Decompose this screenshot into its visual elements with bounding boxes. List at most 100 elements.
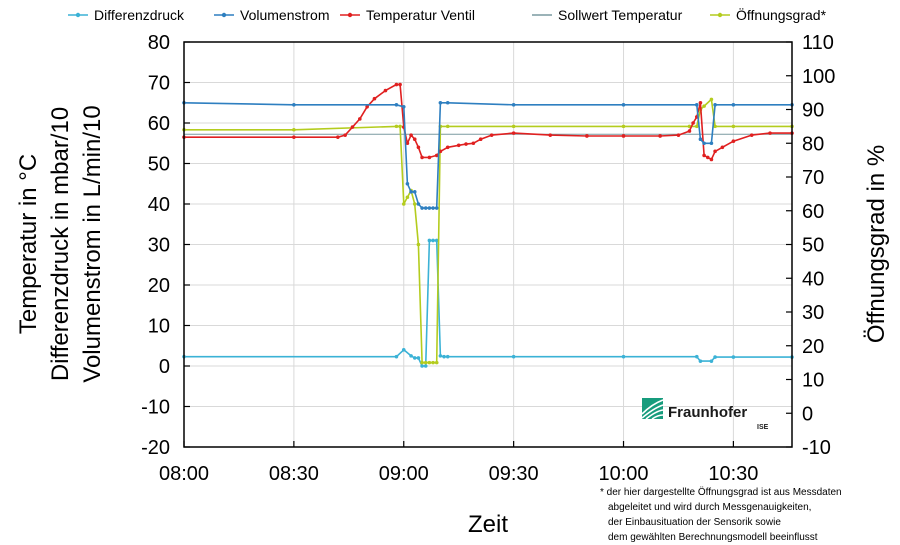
series-2-point-36 <box>702 153 706 158</box>
legend-marker-1 <box>221 12 227 18</box>
x-tick-label-2: 09:00 <box>379 463 429 485</box>
series-1 <box>182 100 794 210</box>
y-tick-right-label-7: 60 <box>802 201 824 223</box>
series-0-point-5 <box>416 356 421 360</box>
series-1-point-22 <box>731 102 736 107</box>
series-2-point-27 <box>548 133 553 137</box>
series-2-point-35 <box>698 100 703 105</box>
series-0-point-3 <box>409 354 413 358</box>
fraunhofer-logo-icon <box>641 398 664 420</box>
series-2-point-28 <box>585 134 589 138</box>
y-tick-right-label-0: -10 <box>802 437 831 459</box>
series-0-point-16 <box>694 354 699 359</box>
series-1-point-12 <box>434 206 439 210</box>
y-tick-left-label-8: 60 <box>148 113 170 135</box>
x-tick-label-0: 08:00 <box>159 463 209 485</box>
y-tick-right-label-9: 80 <box>802 133 824 155</box>
footnote-line-1: * der hier dargestellte Öffnungsgrad ist… <box>600 486 842 498</box>
series-0-point-11 <box>438 354 443 358</box>
legend-label-0: Differenzdruck <box>94 7 185 23</box>
series-2-point-25 <box>489 133 494 137</box>
x-tick-label-3: 09:30 <box>489 463 539 485</box>
series-1-point-7 <box>416 202 421 206</box>
series-1-point-3 <box>401 105 406 109</box>
series-4-point-13 <box>434 360 439 365</box>
series-2 <box>182 82 794 162</box>
series-2-point-20 <box>445 145 450 150</box>
y-axis-title-left-1: Temperatur in °C <box>15 154 42 334</box>
series-2-point-5 <box>358 117 362 121</box>
series-2-point-15 <box>416 145 421 150</box>
series-0-point-14 <box>511 354 516 359</box>
series-2-point-26 <box>511 131 516 135</box>
legend: Differenzdruck Volumenstrom Temperatur Ven… <box>68 6 827 23</box>
y-tick-left-label-6: 40 <box>148 194 170 216</box>
y-ticks-left: -20 -10 0 10 20 30 40 50 60 70 80 <box>141 32 190 459</box>
y-tick-left-label-2: 0 <box>159 356 170 378</box>
series-2-point-4 <box>350 125 355 129</box>
x-tick-label-4: 10:00 <box>598 463 648 485</box>
series-1-point-16 <box>621 102 626 107</box>
series-0-point-4 <box>412 356 417 360</box>
footnote: * der hier dargestellte Öffnungsgrad ist… <box>600 486 842 543</box>
series-0-point-8 <box>427 238 432 243</box>
series-2-point-12 <box>405 141 410 146</box>
y-tick-right-label-2: 10 <box>802 370 824 392</box>
series-4-point-15 <box>445 124 450 129</box>
series-2-point-24 <box>478 137 483 141</box>
series-2-point-31 <box>676 133 681 137</box>
legend-marker-2 <box>347 12 353 18</box>
series-4-point-1 <box>292 127 296 132</box>
series-1-point-20 <box>709 141 714 146</box>
series-2-point-37 <box>705 155 710 160</box>
series-2-point-29 <box>621 134 626 138</box>
series-4-point-21 <box>702 104 706 108</box>
series-4-point-3 <box>398 124 402 129</box>
series-1-point-19 <box>702 141 706 146</box>
series-2-point-40 <box>720 145 725 150</box>
series-4-point-8 <box>416 242 421 247</box>
legend-marker-0 <box>75 12 81 18</box>
legend-marker-4 <box>717 12 723 18</box>
series-2-point-41 <box>731 139 736 144</box>
legend-label-1: Volumenstrom <box>240 7 329 23</box>
series-2-point-42 <box>749 133 754 137</box>
series-0-point-12 <box>442 354 446 359</box>
y-tick-left-label-10: 80 <box>148 32 170 54</box>
series-0-point-6 <box>420 364 424 368</box>
series-4-point-23 <box>713 124 717 129</box>
series-2-point-1 <box>292 135 296 139</box>
series-2-point-33 <box>691 121 695 125</box>
y-tick-left-label-5: 30 <box>148 235 170 257</box>
y-tick-right-label-8: 70 <box>802 167 824 189</box>
fraunhofer-logo-sub: ISE <box>757 424 769 431</box>
series-2-point-10 <box>398 82 402 87</box>
series-2-point-30 <box>658 134 662 138</box>
footnote-line-3: der Einbausituation der Sensorik sowie <box>608 517 781 528</box>
series-4-point-5 <box>405 195 410 200</box>
y-ticks-right: -10 0 10 20 30 40 50 60 70 80 90 100 110 <box>786 32 835 459</box>
y-tick-right-label-12: 110 <box>802 32 834 54</box>
series-2-point-16 <box>420 155 424 160</box>
y-tick-left-label-4: 20 <box>148 275 170 297</box>
series-4-point-10 <box>423 360 428 365</box>
series-1-point-10 <box>427 206 432 210</box>
fraunhofer-logo-text: Fraunhofer <box>668 404 747 421</box>
y-axis-title-right: Öffnungsgrad in % <box>863 145 890 343</box>
x-axis-title: Zeit <box>468 511 508 538</box>
legend-label-4: Öffnungsgrad* <box>736 6 827 23</box>
y-axis-title-left-2: Differenzdruck in mbar/10 <box>47 107 74 381</box>
series-0-point-1 <box>394 354 399 359</box>
series-2-point-32 <box>687 129 692 133</box>
series-1-point-18 <box>698 137 703 141</box>
series-2-point-8 <box>383 88 388 93</box>
series-0-point-17 <box>698 359 703 363</box>
series-line-0 <box>184 239 792 367</box>
series-1-point-6 <box>412 190 417 194</box>
y-tick-right-label-10: 90 <box>802 100 824 122</box>
series-4-point-22 <box>709 97 714 102</box>
series-4-point-19 <box>694 124 699 129</box>
series-1-point-9 <box>423 206 428 210</box>
